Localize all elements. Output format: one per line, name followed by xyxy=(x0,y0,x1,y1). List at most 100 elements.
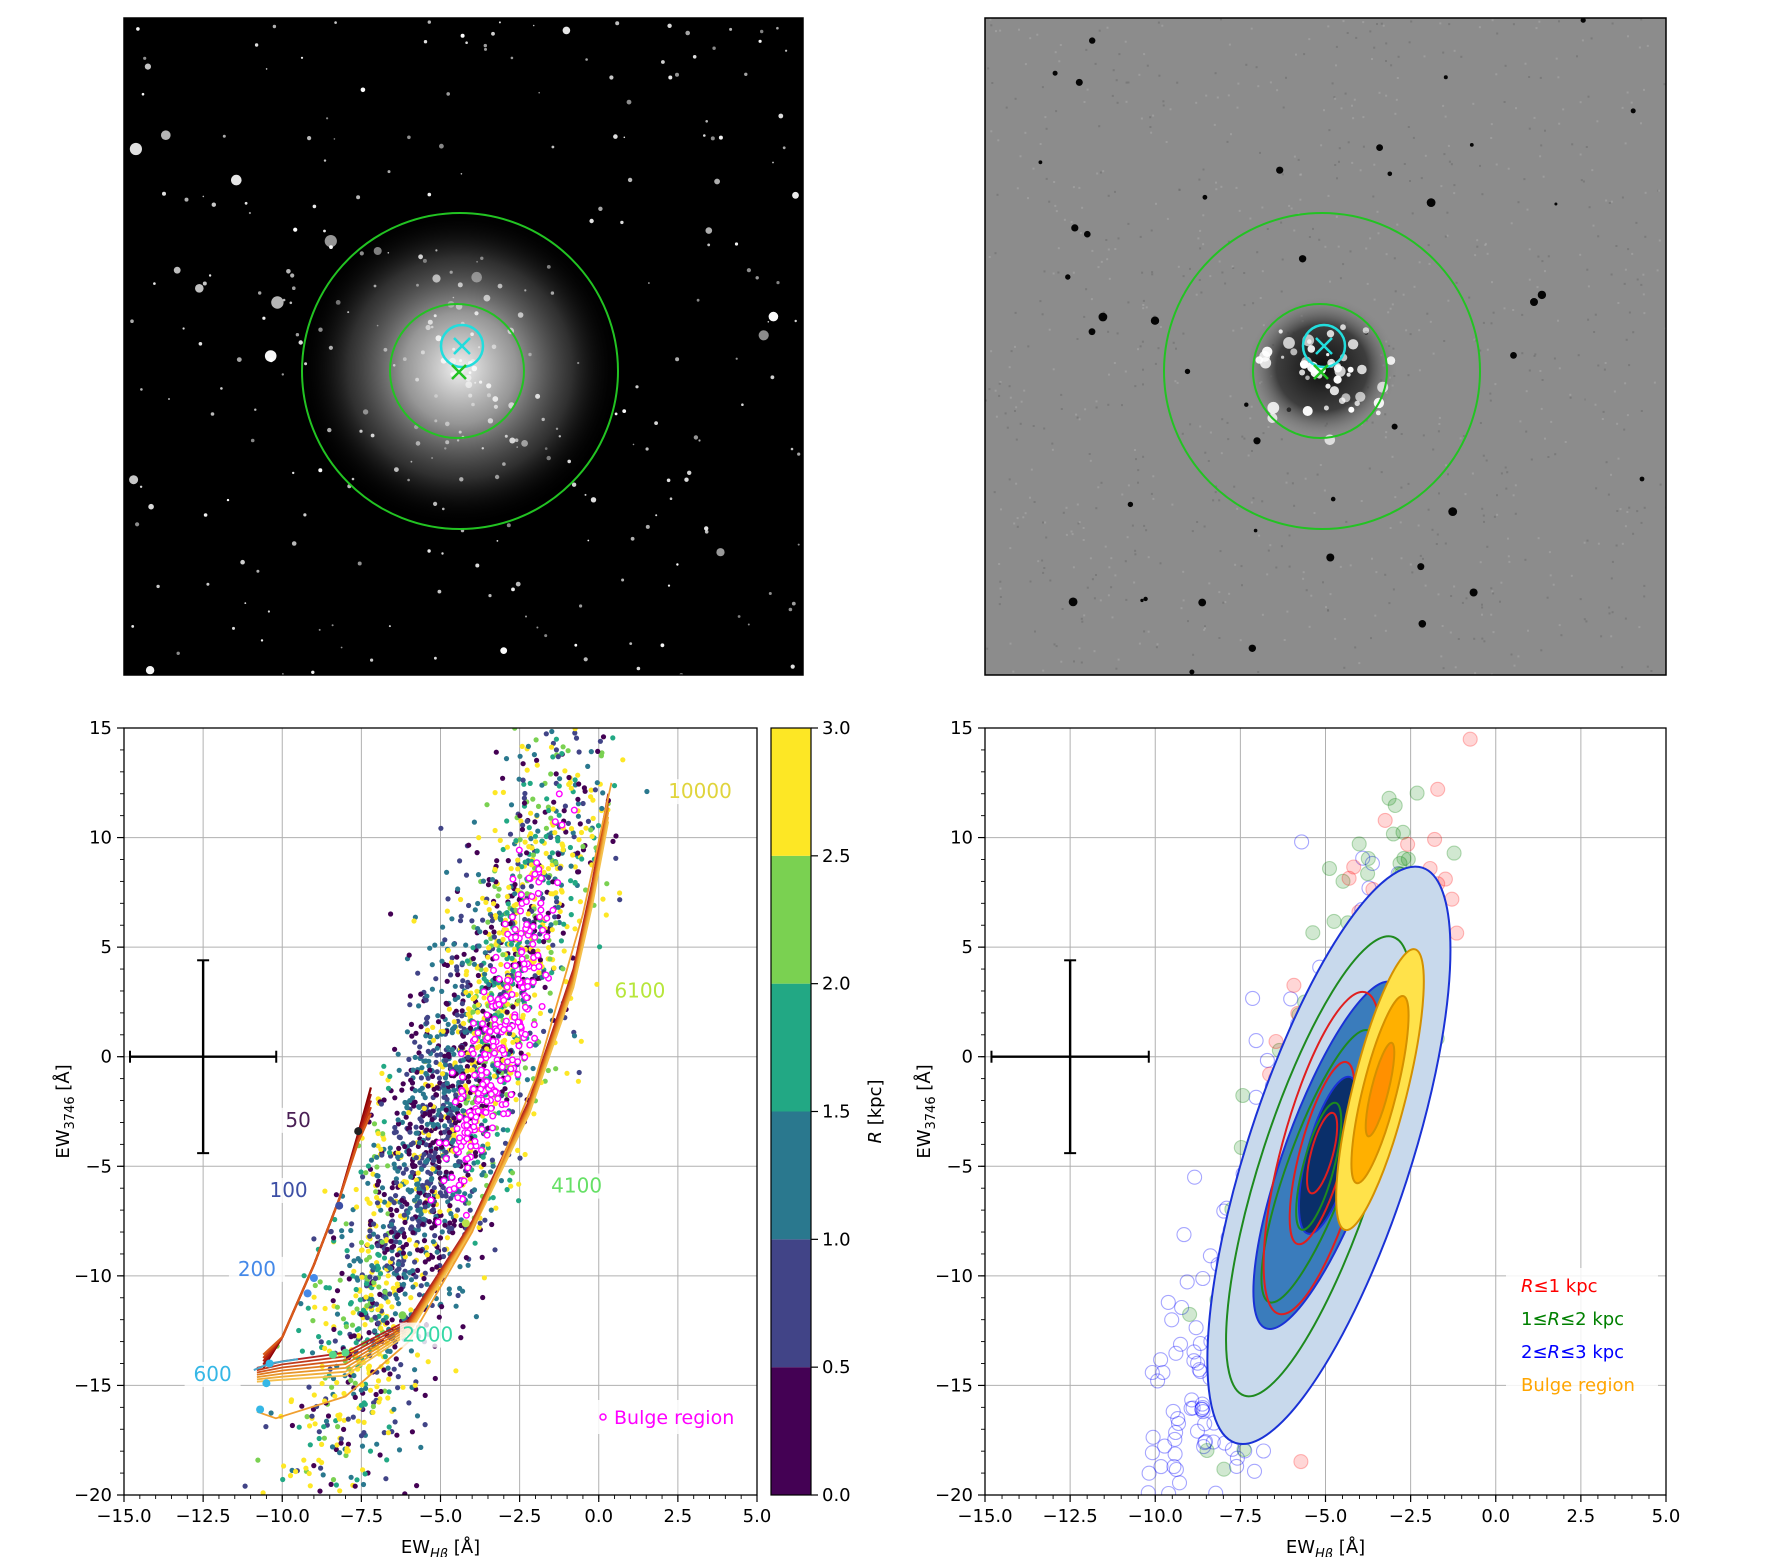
hii-knot xyxy=(479,380,483,384)
data-point xyxy=(553,771,559,777)
noise-pixel xyxy=(1008,478,1011,481)
noise-pixel xyxy=(1473,637,1476,640)
data-point xyxy=(440,1028,446,1034)
noise-pixel xyxy=(1423,55,1426,58)
noise-pixel xyxy=(1408,41,1411,44)
data-point xyxy=(363,1170,369,1176)
data-point xyxy=(469,918,475,924)
data-point xyxy=(403,1179,409,1185)
noise-pixel xyxy=(1387,311,1390,314)
data-point xyxy=(419,1124,425,1130)
noise-pixel xyxy=(1020,400,1023,403)
track-marker xyxy=(341,1348,350,1357)
bulge-point xyxy=(487,1090,495,1098)
star xyxy=(475,563,480,568)
data-point xyxy=(519,743,525,750)
data-point xyxy=(319,1459,325,1466)
noise-pixel xyxy=(1218,499,1221,502)
data-point xyxy=(395,1121,402,1127)
data-point xyxy=(408,1295,414,1301)
track-marker xyxy=(398,1311,407,1320)
data-point xyxy=(367,1387,374,1393)
data-point xyxy=(555,904,561,910)
noise-pixel xyxy=(1154,362,1157,365)
data-point xyxy=(1157,1438,1173,1454)
data-point xyxy=(353,1340,359,1346)
hii-knot xyxy=(468,371,472,375)
noise-pixel xyxy=(1231,265,1234,268)
noise-pixel xyxy=(1045,177,1048,180)
data-point xyxy=(350,1414,356,1420)
bulge-point xyxy=(536,913,544,921)
data-point xyxy=(339,1228,345,1234)
noise-pixel xyxy=(1577,354,1580,357)
residual-star xyxy=(1098,312,1108,322)
colorbar-tick-label: 2.5 xyxy=(822,846,851,867)
star xyxy=(710,136,715,141)
residual-star xyxy=(1537,290,1547,300)
noise-pixel xyxy=(1202,243,1205,246)
data-point xyxy=(388,1222,395,1228)
noise-pixel xyxy=(1627,35,1629,38)
noise-pixel xyxy=(1131,524,1134,527)
data-point xyxy=(528,810,534,816)
data-point xyxy=(311,1236,317,1242)
data-point xyxy=(1385,826,1401,842)
data-point xyxy=(488,924,495,930)
noise-pixel xyxy=(1283,639,1286,641)
data-point xyxy=(498,961,504,968)
data-point xyxy=(369,1244,375,1250)
data-point xyxy=(416,1140,423,1146)
data-point xyxy=(438,1113,444,1119)
data-point xyxy=(521,781,527,787)
noise-pixel xyxy=(1493,515,1496,518)
residual-nucleus-circle xyxy=(1301,323,1347,369)
bulge-point xyxy=(456,1134,464,1142)
data-point xyxy=(524,1077,531,1083)
noise-pixel xyxy=(1005,106,1008,109)
noise-pixel xyxy=(1524,62,1527,65)
noise-pixel xyxy=(1095,406,1098,409)
noise-pixel xyxy=(1547,456,1550,458)
hii-knot xyxy=(487,418,494,424)
noise-pixel xyxy=(1256,251,1259,254)
data-point xyxy=(1170,1411,1186,1427)
noise-pixel xyxy=(1318,238,1321,241)
noise-pixel xyxy=(1617,457,1620,460)
data-point xyxy=(582,788,588,794)
noise-pixel xyxy=(1124,370,1127,373)
noise-pixel xyxy=(1127,81,1130,84)
data-point xyxy=(526,825,532,831)
bulge-point xyxy=(526,1041,534,1049)
noise-pixel xyxy=(1479,561,1482,564)
noise-pixel xyxy=(1229,395,1232,398)
noise-pixel xyxy=(1213,123,1216,126)
noise-pixel xyxy=(1019,155,1022,158)
track-label-background xyxy=(611,978,668,1004)
noise-pixel xyxy=(1102,170,1105,173)
data-point xyxy=(438,825,444,831)
data-point xyxy=(549,850,556,856)
data-point xyxy=(1387,797,1403,814)
noise-pixel xyxy=(1158,74,1161,77)
data-point xyxy=(434,1069,440,1075)
data-point xyxy=(448,959,454,965)
star xyxy=(744,72,748,77)
noise-pixel xyxy=(1528,127,1531,130)
data-point xyxy=(1182,1306,1198,1322)
noise-pixel xyxy=(1628,364,1631,367)
data-point xyxy=(359,1247,365,1253)
noise-pixel xyxy=(1594,313,1597,316)
data-point xyxy=(345,1441,351,1447)
data-point xyxy=(421,1238,428,1244)
data-point xyxy=(457,858,463,864)
data-point xyxy=(448,972,454,978)
noise-pixel xyxy=(1624,268,1627,271)
noise-pixel xyxy=(1055,110,1058,113)
star xyxy=(323,159,327,162)
bulge-point xyxy=(440,1177,448,1185)
data-point xyxy=(449,955,455,961)
star xyxy=(168,398,170,400)
noise-pixel xyxy=(990,130,993,133)
noise-pixel xyxy=(1444,115,1447,118)
